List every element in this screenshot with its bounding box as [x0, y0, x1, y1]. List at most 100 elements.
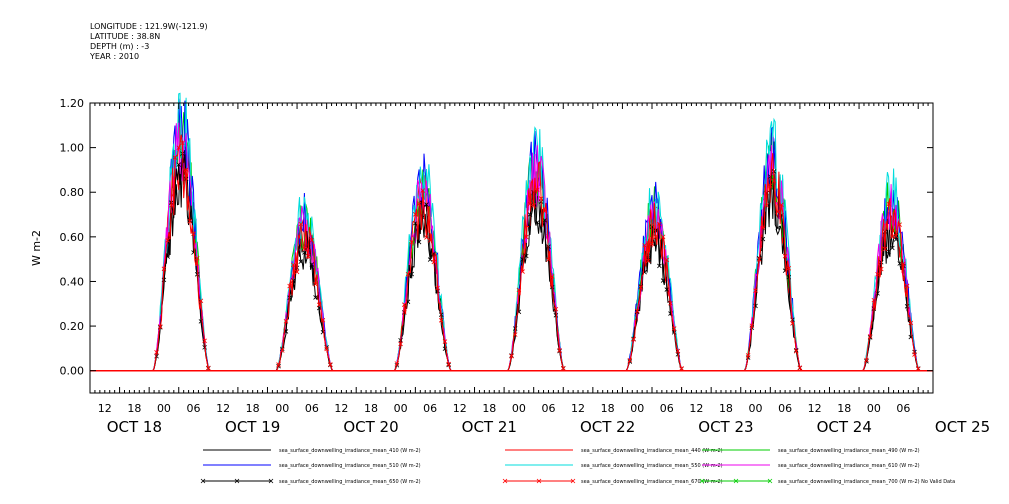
- x-hour-label: 12: [689, 402, 703, 415]
- series-marker: [512, 332, 518, 337]
- longitude-label: LONGITUDE : 121.9W(-121.9): [90, 22, 208, 31]
- series-marker: [882, 246, 888, 252]
- series-marker: [897, 261, 903, 266]
- series-marker: [775, 225, 780, 231]
- y-tick-label: 0.00: [60, 365, 85, 378]
- series-line: [90, 134, 933, 372]
- series-marker: [908, 320, 914, 326]
- series-marker: [886, 201, 891, 207]
- x-hour-label: 00: [394, 402, 408, 415]
- series-marker: [657, 263, 662, 269]
- series-marker: [793, 348, 799, 354]
- series-marker: [520, 269, 525, 274]
- series-marker: [775, 209, 780, 215]
- series-marker: [172, 155, 178, 160]
- series-marker: [320, 317, 326, 323]
- series-marker: [671, 326, 677, 331]
- legend-entry-label: sea_surface_downwelling_irradiance_mean_…: [279, 448, 421, 454]
- depth-label: DEPTH (m) : -3: [90, 42, 150, 51]
- x-hour-label: 00: [867, 402, 881, 415]
- series-marker: [779, 202, 784, 208]
- series-marker: [897, 222, 903, 227]
- x-hour-label: 12: [98, 402, 112, 415]
- legend-entry-label: sea_surface_downwelling_irradiance_mean_…: [778, 479, 955, 485]
- series-marker: [394, 361, 400, 366]
- series-marker: [176, 162, 182, 167]
- series-line: [90, 149, 933, 372]
- series-marker: [878, 266, 884, 272]
- series-marker: [542, 208, 548, 214]
- x-hour-label: 00: [749, 402, 763, 415]
- legend-marker: [699, 478, 705, 484]
- series-marker: [527, 212, 533, 217]
- series-marker: [524, 253, 529, 259]
- series-marker: [749, 323, 755, 329]
- x-hour-label: 00: [512, 402, 526, 415]
- series-lines: [90, 92, 933, 372]
- series-marker: [291, 278, 296, 283]
- y-axis-label: W m-2: [30, 230, 43, 266]
- series-marker: [154, 353, 159, 359]
- series-marker: [546, 257, 551, 262]
- y-tick-label: 0.80: [60, 186, 85, 199]
- y-tick-label: 1.20: [60, 97, 85, 110]
- legend-marker: [570, 478, 576, 484]
- series-marker: [904, 283, 910, 289]
- x-hour-label: 00: [275, 402, 289, 415]
- series-marker: [875, 271, 880, 277]
- series-marker: [416, 201, 422, 206]
- series-marker: [912, 352, 917, 357]
- series-marker: [294, 269, 300, 275]
- x-date-label: OCT 22: [580, 418, 635, 436]
- x-hour-label: 00: [630, 402, 644, 415]
- series-marker: [324, 346, 329, 352]
- series-marker: [660, 278, 666, 283]
- series-marker: [427, 257, 433, 262]
- series-marker: [745, 353, 751, 358]
- series-marker: [165, 238, 170, 243]
- series-marker: [631, 337, 636, 342]
- series-marker: [890, 234, 895, 240]
- series-marker: [398, 341, 403, 347]
- series-marker: [753, 288, 758, 293]
- series-marker: [206, 365, 211, 371]
- x-hour-label: 00: [157, 402, 171, 415]
- plot-frame: [89, 102, 934, 394]
- legend-entry-label: sea_surface_downwelling_irradiance_mean_…: [778, 448, 920, 454]
- series-marker: [187, 218, 193, 224]
- series-marker: [298, 259, 304, 265]
- x-hour-label: 06: [187, 402, 201, 415]
- series-marker: [660, 234, 666, 240]
- series-marker: [328, 362, 333, 367]
- series-marker: [535, 187, 540, 193]
- series-marker: [401, 302, 407, 307]
- series-marker: [438, 318, 444, 323]
- series-marker: [638, 285, 644, 290]
- series-marker: [305, 253, 311, 259]
- x-hour-label: 18: [364, 402, 378, 415]
- series-marker: [893, 237, 899, 242]
- x-hour-label: 18: [719, 402, 733, 415]
- series-marker: [194, 272, 200, 277]
- series-marker: [679, 366, 684, 371]
- x-hour-label: 06: [423, 402, 437, 415]
- series-marker: [538, 196, 544, 201]
- legend-marker: [268, 478, 274, 484]
- series-marker: [549, 274, 555, 279]
- legend-marker: [502, 478, 508, 484]
- series-marker: [771, 178, 777, 184]
- series-line: [90, 92, 933, 372]
- series-marker: [405, 271, 411, 277]
- x-hour-label: 18: [601, 402, 615, 415]
- legend-marker: [767, 478, 773, 484]
- legend-entry-label: sea_surface_downwelling_irradiance_mean_…: [778, 463, 920, 469]
- x-hour-label: 18: [482, 402, 496, 415]
- series-marker: [642, 243, 647, 248]
- x-hour-label: 06: [541, 402, 555, 415]
- series-marker: [302, 250, 307, 255]
- x-date-label: OCT 23: [698, 418, 753, 436]
- series-marker: [756, 257, 762, 262]
- series-line: [90, 117, 933, 372]
- series-marker: [157, 324, 163, 329]
- x-hour-label: 12: [571, 402, 585, 415]
